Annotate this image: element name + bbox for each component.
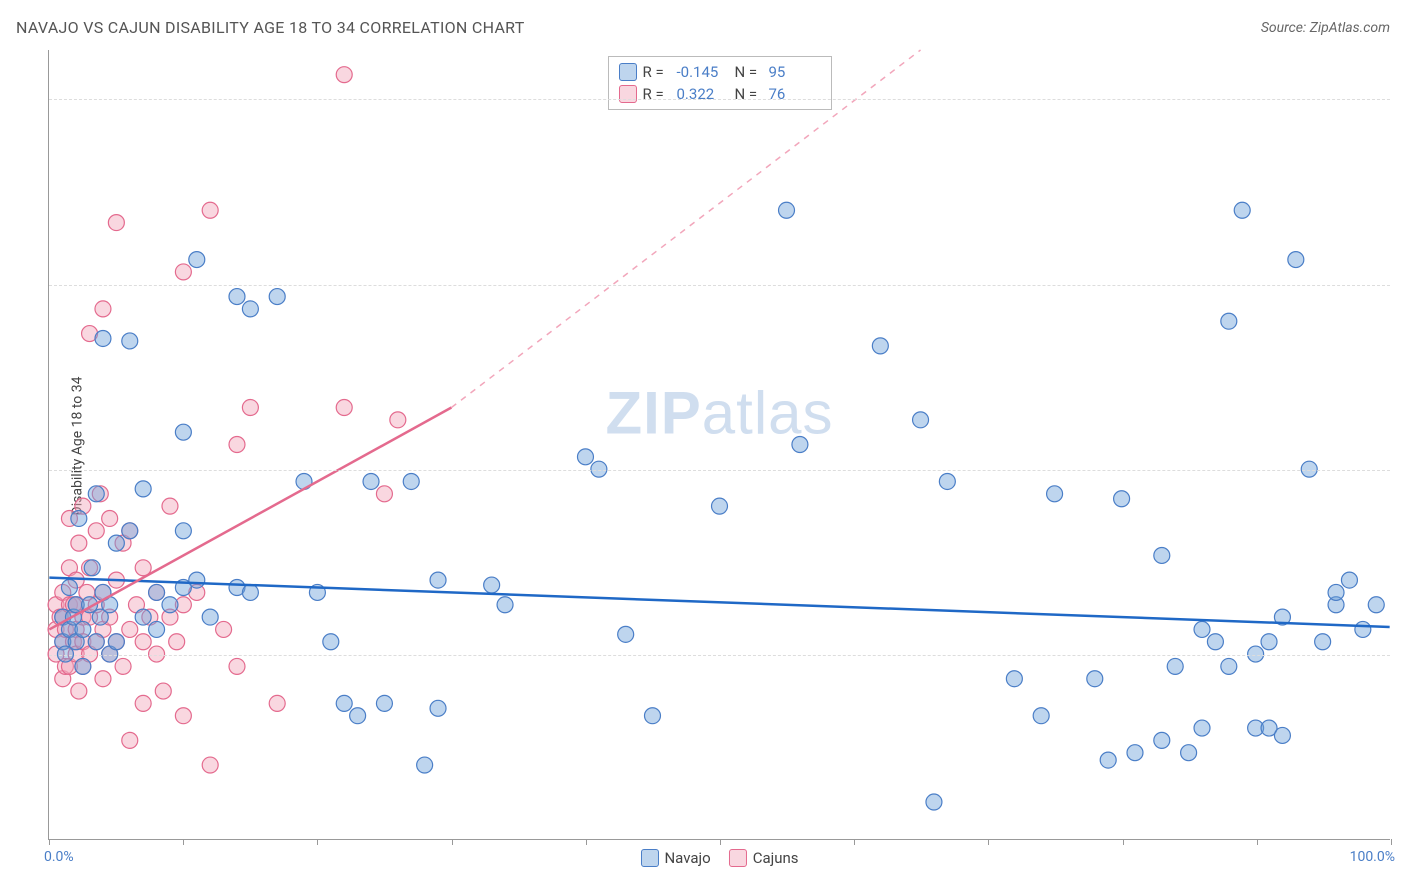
source-label: Source: ZipAtlas.com [1261, 20, 1390, 36]
x-tick [1123, 839, 1124, 845]
legend-item-navajo: Navajo [640, 849, 710, 867]
x-tick [988, 839, 989, 845]
x-tick [1391, 839, 1392, 845]
swatch-navajo [619, 63, 637, 81]
x-axis-min-label: 0.0% [44, 849, 74, 865]
x-tick [183, 839, 184, 845]
legend-stats-cajuns: R = 0.322 N = 76 [619, 83, 821, 105]
x-tick [317, 839, 318, 845]
x-tick [854, 839, 855, 845]
swatch-navajo-icon [640, 849, 658, 867]
x-tick [720, 839, 721, 845]
scatter-plot [49, 50, 1390, 839]
swatch-cajuns-icon [729, 849, 747, 867]
legend-item-cajuns: Cajuns [729, 849, 799, 867]
gridline [49, 285, 1390, 286]
gridline [49, 655, 1390, 656]
chart-area: ZIPatlas R = -0.145 N = 95 R = 0.322 N =… [48, 50, 1390, 840]
x-tick [49, 839, 50, 845]
x-axis-max-label: 100.0% [1350, 849, 1395, 865]
gridline [49, 470, 1390, 471]
gridline [49, 99, 1390, 100]
x-tick [586, 839, 587, 845]
legend-stats: R = -0.145 N = 95 R = 0.322 N = 76 [608, 56, 832, 110]
chart-title: NAVAJO VS CAJUN DISABILITY AGE 18 TO 34 … [16, 18, 525, 37]
x-tick [452, 839, 453, 845]
legend-stats-navajo: R = -0.145 N = 95 [619, 61, 821, 83]
legend-series: Navajo Cajuns [640, 849, 798, 867]
x-tick [1257, 839, 1258, 845]
